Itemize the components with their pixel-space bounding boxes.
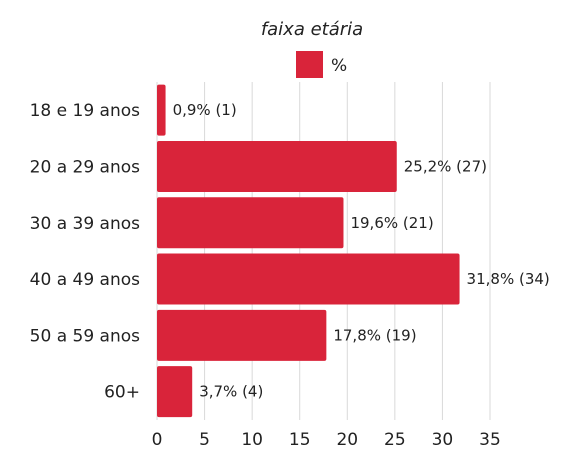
category-label: 50 a 59 anos: [30, 326, 140, 346]
data-label: 25,2% (27): [404, 157, 487, 175]
chart-title: faixa etária: [261, 19, 363, 40]
category-label: 30 a 39 anos: [30, 214, 140, 234]
category-label: 20 a 29 anos: [30, 157, 140, 177]
bars: [157, 84, 460, 418]
category-label: 40 a 49 anos: [30, 270, 140, 290]
category-label: 18 e 19 anos: [30, 101, 141, 121]
data-label: 3,7% (4): [199, 383, 263, 401]
data-labels: 0,9% (1) 25,2% (27) 19,6% (21) 31,8% (34) 17…: [173, 101, 550, 401]
bar: [157, 253, 460, 305]
bar: [157, 366, 193, 418]
x-tick-label: 30: [432, 430, 454, 450]
legend-swatch: [296, 51, 323, 78]
bar: [157, 84, 166, 136]
bar: [157, 140, 397, 192]
bar: [157, 197, 344, 249]
legend-label: %: [331, 56, 347, 76]
data-label: 0,9% (1): [173, 101, 237, 119]
x-tick-label: 15: [289, 430, 311, 450]
data-label: 31,8% (34): [467, 270, 550, 288]
x-tick-label: 20: [336, 430, 358, 450]
bar: [157, 309, 327, 361]
legend: %: [296, 51, 347, 78]
category-label: 60+: [104, 383, 140, 403]
gridlines: [156, 82, 491, 420]
x-tick-labels: 0 5 10 15 20 25 30 35: [152, 430, 501, 450]
x-tick-label: 0: [152, 430, 163, 450]
x-tick-label: 35: [479, 430, 501, 450]
data-label: 17,8% (19): [333, 326, 416, 344]
x-tick-label: 25: [384, 430, 406, 450]
data-label: 19,6% (21): [350, 214, 433, 232]
x-tick-label: 5: [199, 430, 210, 450]
category-labels: 18 e 19 anos 20 a 29 anos 30 a 39 anos 40 a…: [30, 101, 141, 403]
x-tick-label: 10: [241, 430, 263, 450]
